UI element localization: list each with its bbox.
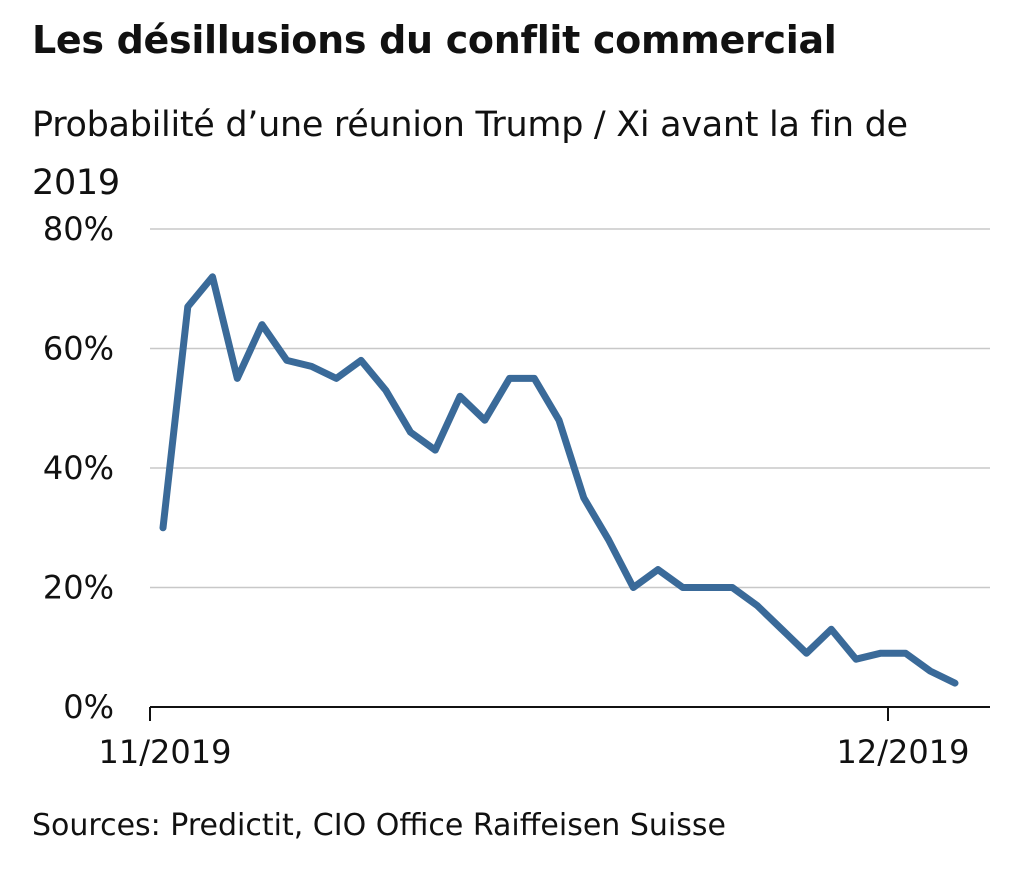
- chart-subtitle: Probabilité d’une réunion Trump / Xi ava…: [32, 105, 908, 203]
- x-axis-ticks: [149, 707, 889, 721]
- x-tick-label: 11/2019: [99, 733, 232, 771]
- y-tick-label: 40%: [43, 449, 114, 487]
- y-tick-label: 20%: [43, 569, 114, 607]
- series-group: [159, 273, 959, 687]
- grid-lines: [150, 228, 990, 589]
- y-tick-label: 80%: [43, 210, 114, 248]
- y-tick-label: 60%: [43, 330, 114, 368]
- y-axis-labels: 0% 20% 40% 60% 80%: [43, 210, 114, 726]
- x-tick-label: 12/2019: [837, 733, 970, 771]
- source-note: Sources: Predictit, CIO Office Raiffeise…: [32, 808, 726, 843]
- series-line: [159, 273, 959, 687]
- chart-title: Les désillusions du conflit commercial: [32, 18, 837, 62]
- y-tick-label: 0%: [63, 688, 114, 726]
- x-axis-labels: 11/2019 12/2019: [99, 733, 970, 771]
